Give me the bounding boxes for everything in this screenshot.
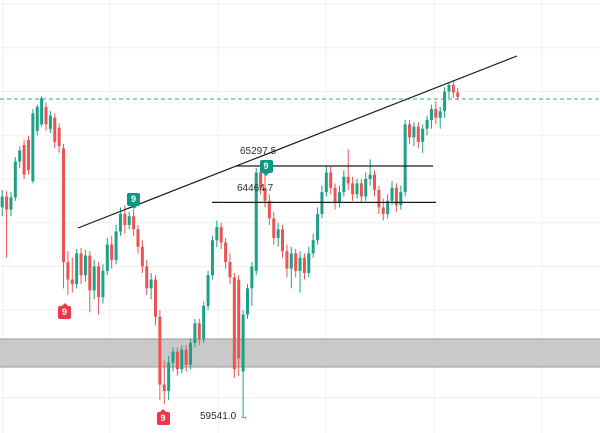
badge-label: 9 (160, 413, 166, 423)
badge-pointer-icon (160, 409, 166, 412)
badge-label: 9 (61, 307, 67, 317)
resistance-price-label: 65297.5 (240, 146, 277, 157)
td-sequential-9-red-badge: 9 (156, 409, 170, 425)
td-sequential-9-green-badge: 9 (259, 160, 273, 176)
candles (0, 81, 460, 418)
right-arrow-icon: → (239, 411, 249, 421)
td-sequential-9-green-badge: 9 (127, 193, 140, 209)
low-price-marker: 59541.0 → (200, 411, 248, 422)
badge-label: 9 (130, 194, 136, 204)
badge-pointer-icon (130, 206, 137, 209)
session-band (0, 338, 600, 368)
badge-label: 9 (263, 161, 269, 171)
trend-line[interactable] (77, 55, 518, 229)
badge-pointer-icon (61, 303, 68, 306)
support-price-label: 64464.7 (237, 183, 274, 194)
td-sequential-9-red-badge: 9 (58, 303, 71, 319)
badge-pointer-icon (263, 173, 269, 176)
low-price-text: 59541.0 (200, 411, 237, 422)
